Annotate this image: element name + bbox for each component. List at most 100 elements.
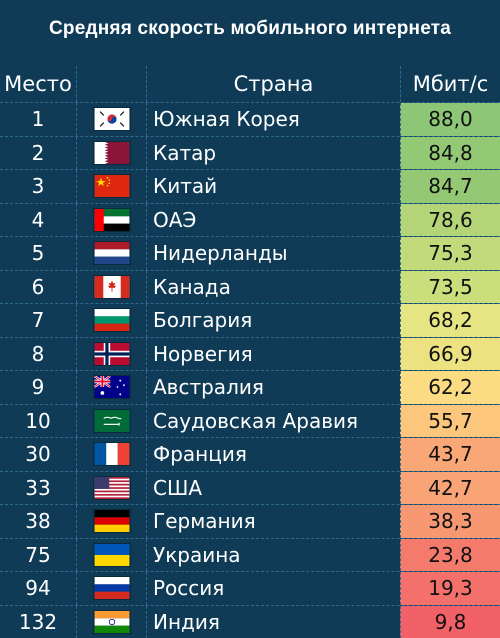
speed-cell: 88,0 [400,103,500,136]
france-flag-icon [93,442,131,466]
country-cell: Южная Корея [146,103,400,136]
country-cell: Россия [146,572,400,605]
page-title: Средняя скорость мобильного интернета [0,0,500,58]
speed-cell: 23,8 [400,539,500,572]
country-cell: Саудовская Аравия [146,405,400,438]
speed-cell: 62,2 [400,371,500,404]
country-cell: Китай [146,170,400,203]
flag-cell [76,170,147,203]
india-flag-icon [93,610,131,634]
flag-cell [76,103,147,136]
place-cell: 6 [0,271,76,304]
column-header-country: Страна [146,66,400,102]
place-cell: 4 [0,204,76,237]
country-cell: Австралия [146,371,400,404]
table-header: Место Страна Мбит/с [0,66,500,102]
place-cell: 5 [0,237,76,270]
country-cell: Украина [146,539,400,572]
flag-cell [76,237,147,270]
place-cell: 7 [0,304,76,337]
place-cell: 9 [0,371,76,404]
qatar-flag-icon [93,141,131,165]
country-cell: Канада [146,271,400,304]
speed-cell: 84,7 [400,170,500,203]
place-cell: 94 [0,572,76,605]
column-header-place: Место [0,66,76,102]
speed-cell: 78,6 [400,204,500,237]
flag-cell [76,271,147,304]
speed-cell: 42,7 [400,472,500,505]
flag-cell [76,338,147,371]
country-cell: Нидерланды [146,237,400,270]
flag-cell [76,472,147,505]
flag-cell [76,204,147,237]
country-cell: Германия [146,505,400,538]
uae-flag-icon [93,208,131,232]
russia-flag-icon [93,576,131,600]
country-cell: Франция [146,438,400,471]
china-flag-icon [93,174,131,198]
speed-cell: 38,3 [400,505,500,538]
country-cell: Болгария [146,304,400,337]
column-header-flag [76,66,147,102]
speed-cell: 55,7 [400,405,500,438]
place-cell: 33 [0,472,76,505]
place-cell: 2 [0,137,76,170]
country-cell: ОАЭ [146,204,400,237]
flag-cell [76,405,147,438]
germany-flag-icon [93,509,131,533]
speed-cell: 66,9 [400,338,500,371]
flag-cell [76,539,147,572]
country-cell: Катар [146,137,400,170]
australia-flag-icon [93,375,131,399]
south-korea-flag-icon [93,107,131,131]
speed-cell: 75,3 [400,237,500,270]
place-cell: 3 [0,170,76,203]
norway-flag-icon [93,342,131,366]
place-cell: 10 [0,405,76,438]
saudi-arabia-flag-icon [93,409,131,433]
flag-cell [76,371,147,404]
netherlands-flag-icon [93,241,131,265]
speed-cell: 9,8 [400,606,500,638]
place-cell: 8 [0,338,76,371]
country-cell: Индия [146,606,400,638]
country-cell: США [146,472,400,505]
speed-cell: 73,5 [400,271,500,304]
flag-cell [76,438,147,471]
speed-cell: 68,2 [400,304,500,337]
canada-flag-icon [93,275,131,299]
speed-cell: 19,3 [400,572,500,605]
speed-cell: 84,8 [400,137,500,170]
country-cell: Норвегия [146,338,400,371]
bulgaria-flag-icon [93,308,131,332]
place-cell: 132 [0,606,76,638]
flag-cell [76,505,147,538]
speed-cell: 43,7 [400,438,500,471]
usa-flag-icon [93,476,131,500]
place-cell: 30 [0,438,76,471]
flag-cell [76,304,147,337]
flag-cell [76,606,147,638]
flag-cell [76,137,147,170]
place-cell: 1 [0,103,76,136]
flag-cell [76,572,147,605]
place-cell: 75 [0,539,76,572]
place-cell: 38 [0,505,76,538]
